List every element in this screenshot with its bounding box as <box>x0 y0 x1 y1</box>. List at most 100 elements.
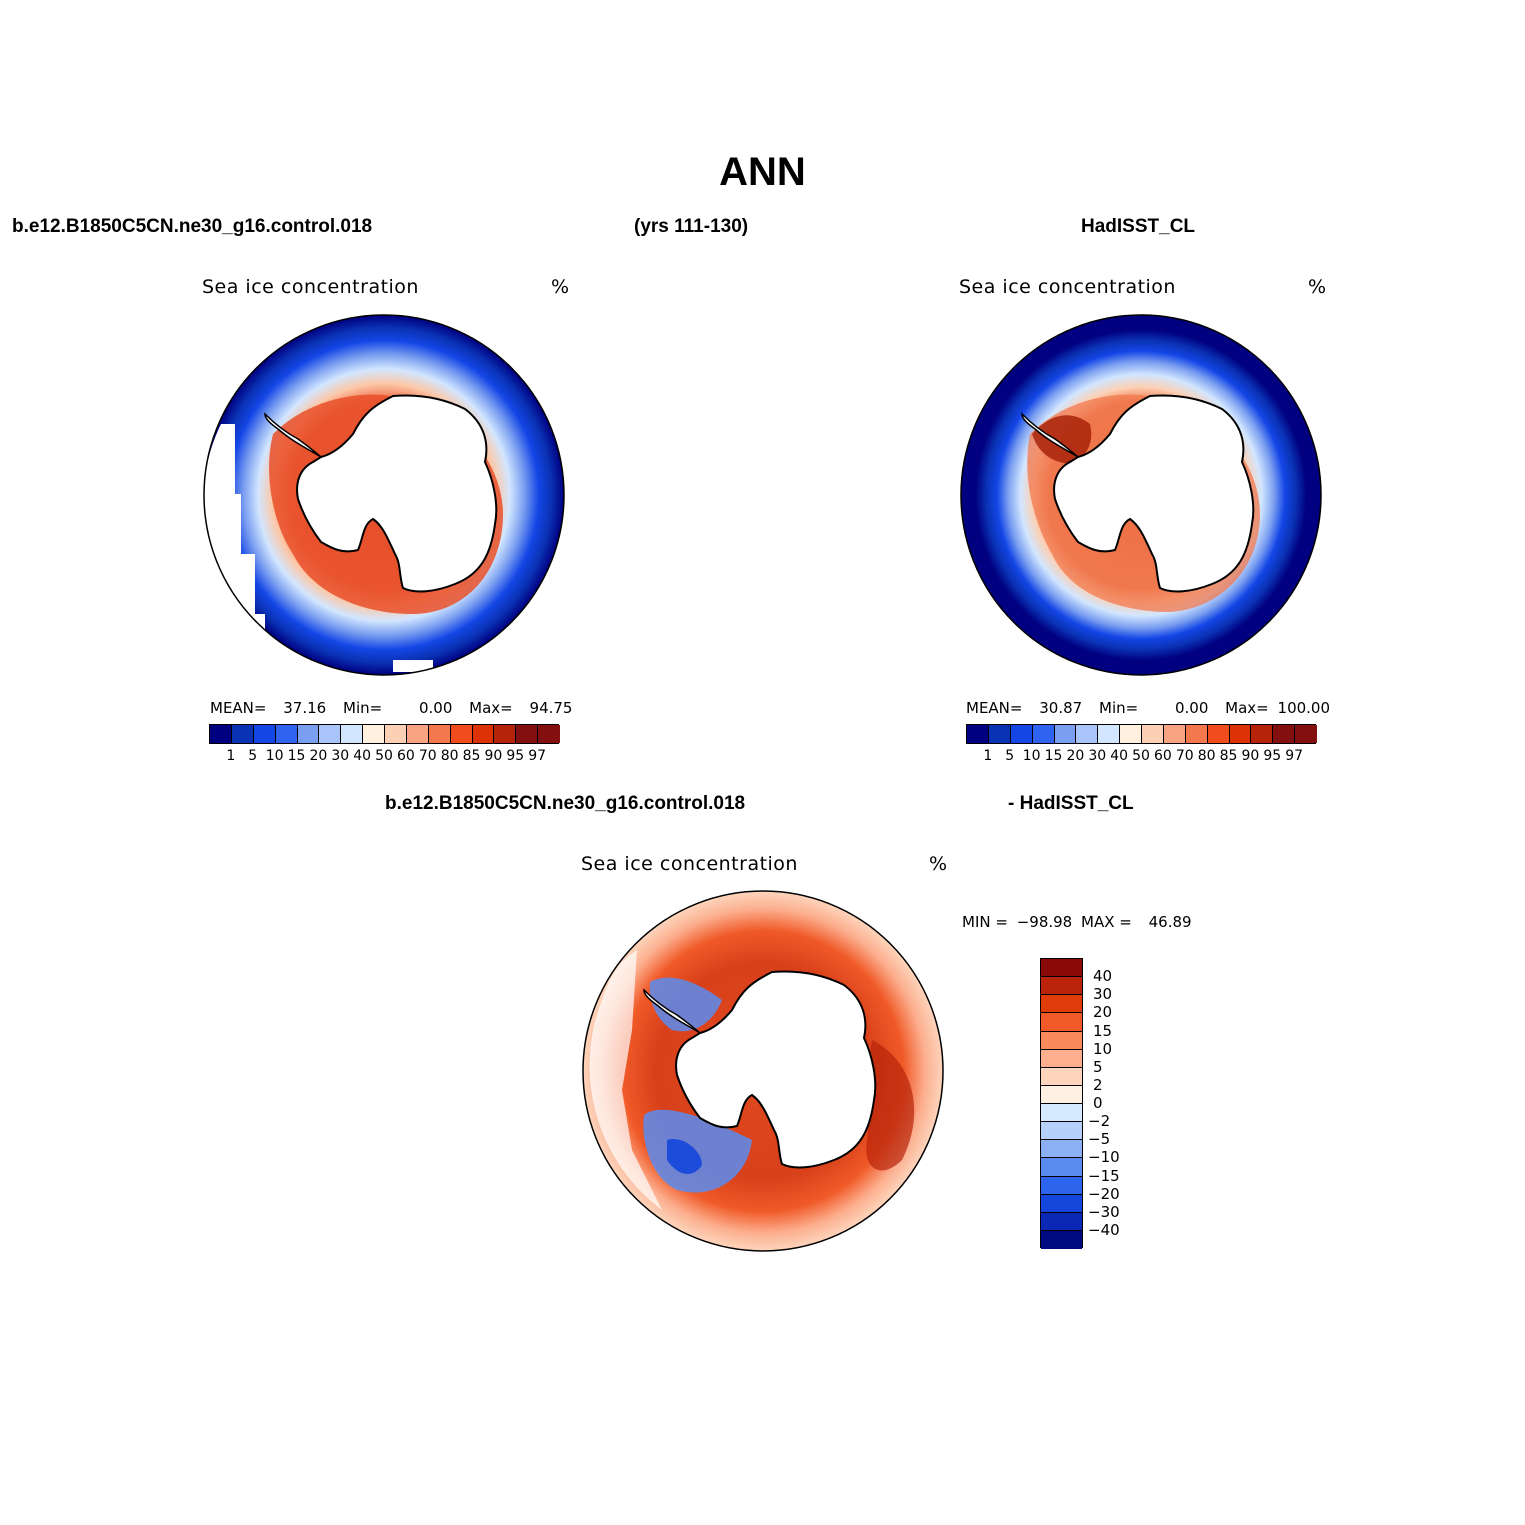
obs-colorbar-cell <box>1142 725 1164 743</box>
model-colorbar-cell <box>472 725 495 743</box>
obs-colorbar-cell <box>1229 725 1252 743</box>
antarctica-outline <box>1053 394 1255 593</box>
model-colorbar-cell <box>428 725 451 743</box>
obs-mean-value: 30.87 <box>1039 699 1083 717</box>
diff-colorbar-cell <box>1041 1013 1082 1032</box>
model-max-value: 94.75 <box>529 699 573 717</box>
diff-colorbar-cell <box>1041 959 1082 978</box>
model-mean-label: MEAN= <box>210 699 267 717</box>
model-colorbar-cell <box>385 725 407 743</box>
model-colorbar-cell <box>494 725 517 743</box>
diff-case-name: b.e12.B1850C5CN.ne30_g16.control.018 <box>385 793 746 814</box>
diff-colorbar-tick-label: −30 <box>1088 1202 1120 1221</box>
model-colorbar-tick-label: 15 <box>287 748 306 764</box>
model-colorbar-tick-label: 40 <box>353 748 372 764</box>
diff-colorbar-tick-label: −2 <box>1088 1112 1111 1131</box>
obs-colorbar-tick-label: 40 <box>1110 748 1129 764</box>
model-panel-title: Sea ice concentration <box>202 276 419 298</box>
obs-colorbar-tick-label: 97 <box>1285 748 1304 764</box>
obs-colorbar-tick-label: 90 <box>1241 748 1260 764</box>
obs-colorbar-cell <box>1010 725 1033 743</box>
model-colorbar-tick-label: 50 <box>375 748 393 764</box>
model-colorbar-cell <box>253 725 276 743</box>
diff-colorbar-tick-label: −40 <box>1088 1220 1120 1239</box>
diff-colorbar-tick-label: −20 <box>1088 1184 1120 1203</box>
model-colorbar-tick-label: 20 <box>309 748 328 764</box>
diff-max-value: 46.89 <box>1148 913 1192 931</box>
obs-colorbar-cell <box>1185 725 1208 743</box>
model-colorbar-cell <box>538 725 560 743</box>
model-colorbar-cell <box>231 725 254 743</box>
model-colorbar-cell <box>210 725 232 743</box>
diff-colorbar-tick-label: −5 <box>1088 1130 1111 1149</box>
diff-colorbar-tick-label: −10 <box>1088 1148 1120 1167</box>
model-colorbar-tick-label: 85 <box>462 748 481 764</box>
model-min-label: Min= <box>343 699 383 717</box>
diff-colorbar-cell <box>1041 1122 1082 1141</box>
diff-colorbar-tick-label: 20 <box>1093 1003 1113 1022</box>
model-colorbar-tick-label: 60 <box>396 748 415 764</box>
obs-colorbar-cell <box>988 725 1011 743</box>
obs-stats: MEAN= 30.87 Min= 0.00 Max= 100.00 <box>966 699 1330 717</box>
obs-colorbar-cell <box>1076 725 1099 743</box>
obs-polar-map <box>960 314 1322 676</box>
diff-colorbar-ticks: 40 30 20 15 10 5 2 0 −2 −5 −10 −15 −20 −30 −40 <box>1088 958 1148 1248</box>
diff-colorbar-tick-label: 40 <box>1093 967 1113 986</box>
model-colorbar-tick-label: 80 <box>440 748 459 764</box>
model-colorbar-cell <box>516 725 539 743</box>
obs-colorbar-tick-label: 30 <box>1088 748 1107 764</box>
diff-colorbar-tick-label: 10 <box>1093 1039 1113 1058</box>
obs-colorbar-tick-label: 85 <box>1219 748 1238 764</box>
model-colorbar-tick-label: 30 <box>331 748 350 764</box>
diff-polar-map <box>582 890 944 1252</box>
diff-min-label: MIN = <box>962 913 1008 931</box>
years-label: (yrs 111-130) <box>634 216 749 237</box>
obs-max-label: Max= <box>1225 699 1269 717</box>
model-polar-map <box>203 314 565 676</box>
model-colorbar-tick-label: 90 <box>484 748 503 764</box>
model-colorbar-tick-label: 95 <box>506 748 525 764</box>
diff-min-value: −98.98 <box>1016 913 1073 931</box>
model-panel-units: % <box>551 276 570 298</box>
model-colorbar-tick-label: 5 <box>248 748 258 764</box>
diff-panel-units: % <box>929 853 948 875</box>
figure-title: ANN <box>719 150 806 194</box>
obs-colorbar-tick-label: 15 <box>1044 748 1063 764</box>
model-case-name: b.e12.B1850C5CN.ne30_g16.control.018 <box>12 216 373 237</box>
obs-panel-units: % <box>1308 276 1327 298</box>
diff-colorbar-tick-label: 0 <box>1093 1094 1103 1112</box>
obs-colorbar-tick-label: 95 <box>1263 748 1282 764</box>
obs-colorbar-cell <box>1098 725 1121 743</box>
diff-colorbar-tick-label: 30 <box>1093 985 1113 1004</box>
obs-colorbar-cell <box>1054 725 1077 743</box>
obs-colorbar-tick-label: 60 <box>1153 748 1172 764</box>
diff-colorbar-cell <box>1041 1049 1082 1068</box>
obs-colorbar-tick-label: 10 <box>1022 748 1041 764</box>
obs-colorbar-tick-label: 1 <box>983 748 993 764</box>
model-min-value: 0.00 <box>418 699 453 717</box>
diff-obs-name: - HadISST_CL <box>1008 793 1134 814</box>
diff-colorbar-cell <box>1041 1212 1082 1231</box>
model-colorbar-tick-label: 97 <box>528 748 547 764</box>
diff-stats: MIN = −98.98 MAX = 46.89 <box>962 913 1192 931</box>
diff-colorbar-tick-label: 15 <box>1093 1021 1113 1040</box>
diff-colorbar-cell <box>1041 1085 1082 1104</box>
diff-colorbar-cell <box>1041 1140 1082 1159</box>
obs-colorbar-tick-label: 50 <box>1132 748 1150 764</box>
obs-colorbar-tick-label: 80 <box>1197 748 1216 764</box>
obs-min-label: Min= <box>1099 699 1139 717</box>
obs-min-value: 0.00 <box>1174 699 1209 717</box>
model-mean-value: 37.16 <box>283 699 327 717</box>
obs-colorbar-ticks: 1 5 10 15 20 30 40 50 60 70 80 85 90 95 97 <box>966 748 1316 766</box>
model-colorbar-cell <box>275 725 298 743</box>
model-colorbar-cell <box>406 725 429 743</box>
obs-name: HadISST_CL <box>1081 216 1196 237</box>
obs-colorbar-cell <box>1120 725 1142 743</box>
model-colorbar-tick-label: 1 <box>226 748 236 764</box>
model-max-label: Max= <box>469 699 513 717</box>
obs-colorbar-cell <box>967 725 989 743</box>
antarctica-outline <box>296 394 498 593</box>
diff-colorbar-tick-label: 2 <box>1093 1075 1103 1094</box>
model-colorbar-cell <box>450 725 473 743</box>
diff-colorbar-cell <box>1041 1194 1082 1213</box>
